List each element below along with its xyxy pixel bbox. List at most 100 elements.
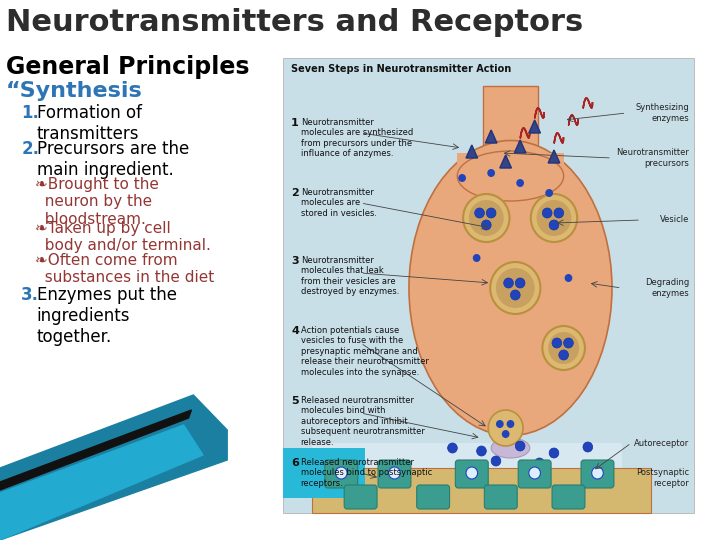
Circle shape <box>548 332 579 364</box>
Ellipse shape <box>491 438 530 458</box>
Circle shape <box>531 194 577 242</box>
Text: Released neurotransmitter
molecules bind with
autoreceptors and inhibit
subseque: Released neurotransmitter molecules bind… <box>301 396 425 447</box>
Circle shape <box>504 278 513 288</box>
Circle shape <box>469 200 504 236</box>
Text: ❧Often come from
  substances in the diet: ❧Often come from substances in the diet <box>35 253 214 286</box>
Polygon shape <box>466 145 477 158</box>
Text: Degrading
enzymes: Degrading enzymes <box>645 278 689 298</box>
Text: 1.: 1. <box>22 104 39 122</box>
Polygon shape <box>0 395 228 540</box>
Polygon shape <box>548 150 559 163</box>
Circle shape <box>552 338 562 348</box>
Bar <box>283 448 366 498</box>
Circle shape <box>549 448 559 458</box>
Circle shape <box>474 208 485 218</box>
Text: 3.: 3. <box>22 286 40 304</box>
FancyBboxPatch shape <box>417 485 449 509</box>
FancyBboxPatch shape <box>344 485 377 509</box>
Text: 2: 2 <box>291 188 299 198</box>
Polygon shape <box>500 155 511 168</box>
Circle shape <box>592 467 603 479</box>
Text: “Synthesis: “Synthesis <box>6 81 143 101</box>
FancyBboxPatch shape <box>378 460 411 488</box>
FancyBboxPatch shape <box>518 460 551 488</box>
Ellipse shape <box>457 151 564 201</box>
Text: 1: 1 <box>291 118 299 128</box>
FancyBboxPatch shape <box>581 460 614 488</box>
Text: Seven Steps in Neurotransmitter Action: Seven Steps in Neurotransmitter Action <box>291 64 511 74</box>
Text: Autoreceptor: Autoreceptor <box>634 438 689 448</box>
Polygon shape <box>485 130 497 143</box>
Text: 2.: 2. <box>22 140 40 158</box>
Polygon shape <box>514 140 526 153</box>
Text: Enzymes put the
ingredients
together.: Enzymes put the ingredients together. <box>37 286 176 346</box>
Text: Vesicle: Vesicle <box>660 215 689 225</box>
Circle shape <box>490 262 541 314</box>
Circle shape <box>448 443 457 453</box>
Bar <box>457 153 564 203</box>
Text: Formation of
transmitters: Formation of transmitters <box>37 104 142 143</box>
Text: 6: 6 <box>291 458 299 468</box>
Circle shape <box>507 420 514 428</box>
Text: ❧Taken up by cell
  body and/or terminal.: ❧Taken up by cell body and/or terminal. <box>35 221 211 253</box>
Text: Neurotransmitter
molecules are
stored in vesicles.: Neurotransmitter molecules are stored in… <box>301 188 377 218</box>
Circle shape <box>510 290 520 300</box>
Circle shape <box>564 338 573 348</box>
Circle shape <box>487 169 495 177</box>
Bar <box>483 86 538 176</box>
Circle shape <box>463 194 510 242</box>
Circle shape <box>488 410 523 446</box>
Circle shape <box>535 458 544 468</box>
Text: 4: 4 <box>291 326 299 336</box>
Circle shape <box>458 174 466 182</box>
Circle shape <box>583 442 593 452</box>
Polygon shape <box>0 410 192 490</box>
Bar <box>312 443 621 468</box>
Circle shape <box>389 467 400 479</box>
Circle shape <box>473 254 480 262</box>
Circle shape <box>502 430 510 438</box>
Text: Neurotransmitter
molecules that leak
from their vesicles are
destroyed by enzyme: Neurotransmitter molecules that leak fro… <box>301 256 399 296</box>
Circle shape <box>482 220 491 230</box>
Circle shape <box>542 326 585 370</box>
Circle shape <box>529 467 541 479</box>
FancyBboxPatch shape <box>455 460 488 488</box>
Text: General Principles: General Principles <box>6 55 249 79</box>
Text: Synthesizing
enzymes: Synthesizing enzymes <box>636 103 689 123</box>
Circle shape <box>336 467 347 479</box>
Circle shape <box>564 274 572 282</box>
Circle shape <box>536 200 572 236</box>
Text: Action potentials cause
vesicles to fuse with the
presynaptic membrane and
relea: Action potentials cause vesicles to fuse… <box>301 326 428 376</box>
FancyBboxPatch shape <box>552 485 585 509</box>
Circle shape <box>496 268 535 308</box>
Circle shape <box>516 179 524 187</box>
Polygon shape <box>529 120 541 133</box>
Bar <box>283 58 694 513</box>
Text: 5: 5 <box>291 396 299 406</box>
Text: Precursors are the
main ingredient.: Precursors are the main ingredient. <box>37 140 189 179</box>
Bar <box>312 468 651 513</box>
Text: Released neurotransmitter
molecules bind to postsynaptic
receptors.: Released neurotransmitter molecules bind… <box>301 458 432 488</box>
Circle shape <box>466 467 477 479</box>
Circle shape <box>491 456 501 466</box>
Circle shape <box>516 278 525 288</box>
Text: Neurotransmitter
molecules are synthesized
from precursors under the
influance o: Neurotransmitter molecules are synthesiz… <box>301 118 413 158</box>
Text: Postsynaptic
receptor: Postsynaptic receptor <box>636 468 689 488</box>
Ellipse shape <box>409 140 612 435</box>
FancyBboxPatch shape <box>325 460 358 488</box>
Circle shape <box>554 208 564 218</box>
Circle shape <box>549 220 559 230</box>
Text: 3: 3 <box>291 256 299 266</box>
Polygon shape <box>0 425 203 540</box>
Circle shape <box>545 189 553 197</box>
FancyBboxPatch shape <box>485 485 517 509</box>
Circle shape <box>559 350 569 360</box>
Text: Neurotransmitters and Receptors: Neurotransmitters and Receptors <box>6 8 583 37</box>
Circle shape <box>486 208 496 218</box>
Circle shape <box>477 446 486 456</box>
Circle shape <box>496 420 504 428</box>
Circle shape <box>542 208 552 218</box>
Text: ❧Brought to the
  neuron by the
  bloodstream.: ❧Brought to the neuron by the bloodstrea… <box>35 177 158 227</box>
Circle shape <box>516 441 525 451</box>
Text: Neurotransmitter
precursors: Neurotransmitter precursors <box>616 148 689 168</box>
